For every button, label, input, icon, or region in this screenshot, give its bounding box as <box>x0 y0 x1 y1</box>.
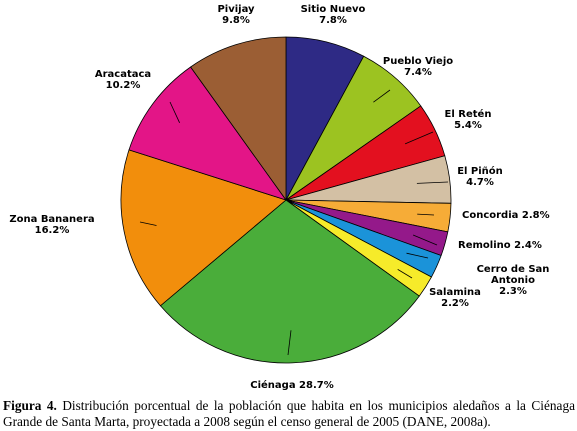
slice-labels: Sitio Nuevo 7.8% Pueblo Viejo 7.4% El Retén 5… <box>9 4 549 390</box>
slice-label-remolino: Remolino 2.4% <box>458 240 542 251</box>
leader-line-el-reten <box>404 131 434 145</box>
slice-label-cienaga: Ciénaga 28.7% <box>250 379 334 390</box>
leader-line-cienaga <box>287 330 292 356</box>
slice-label-zona-bananera: Zona Bananera 16.2% <box>9 214 94 236</box>
slice-label-pueblo-viejo: Pueblo Viejo 7.4% <box>383 56 453 78</box>
leader-lines <box>139 89 449 356</box>
slice-label-cerro-de-san-antonio: Cerro de San Antonio 2.3% <box>477 264 550 297</box>
pie-chart: Sitio Nuevo 7.8% Pueblo Viejo 7.4% El Retén 5… <box>9 4 549 390</box>
pie-slice-zona-bananera <box>120 149 287 307</box>
leader-line-el-pinon <box>416 181 449 184</box>
slice-label-pivijay: Pivijay 9.8% <box>217 4 255 26</box>
slice-label-sitio-nuevo: Sitio Nuevo 7.8% <box>301 4 366 26</box>
slice-label-el-reten: El Retén 5.4% <box>445 108 492 131</box>
slice-label-salamina: Salamina 2.2% <box>429 287 481 309</box>
caption-label: Figura 4. <box>3 398 57 413</box>
pie-slice-aracataca <box>128 66 287 201</box>
leader-line-remolino <box>412 234 438 246</box>
pie-slice-cienaga <box>160 199 420 364</box>
figure-caption: Figura 4. Distribución porcentual de la … <box>3 398 575 430</box>
slice-label-concordia: Concordia 2.8% <box>462 210 550 221</box>
pie-chart-svg: Sitio Nuevo 7.8% Pueblo Viejo 7.4% El Retén 5… <box>9 4 549 390</box>
leader-line-pueblo-viejo <box>373 89 391 103</box>
leader-line-aracataca <box>169 101 180 123</box>
slice-label-aracataca: Aracataca 10.2% <box>95 69 151 91</box>
leader-line-salamina <box>397 269 413 279</box>
pie-slice-pivijay <box>190 36 287 201</box>
slice-label-el-pinon: El Piñón 4.7% <box>457 165 503 188</box>
caption-text: Distribución porcentual de la población … <box>3 398 575 429</box>
leader-line-cerro-de-san-antonio <box>406 252 429 259</box>
leader-line-zona-bananera <box>139 221 157 226</box>
pie-slices <box>120 36 452 364</box>
leader-line-concordia <box>417 213 435 216</box>
